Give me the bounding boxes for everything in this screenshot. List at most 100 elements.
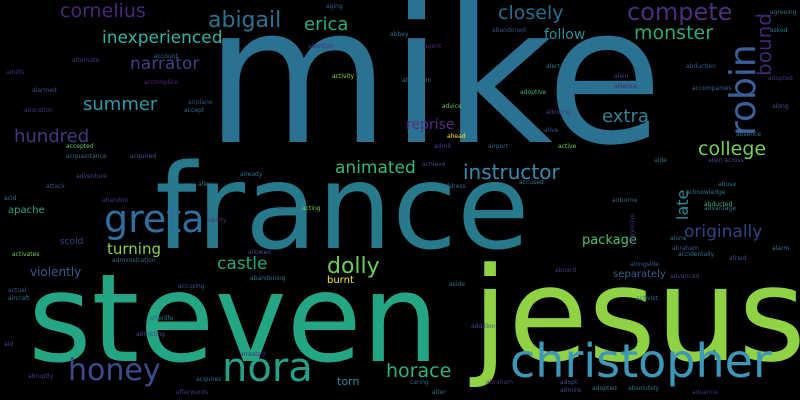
word-allowing: allowing — [546, 109, 571, 116]
word-alarmed: alarmed — [32, 87, 57, 94]
word-acknowledge: acknowledge — [686, 189, 726, 196]
word-closely: closely — [498, 2, 564, 24]
word-abraham-ll: abraham — [486, 379, 513, 386]
word-instructor: instructor — [463, 160, 560, 184]
word-abandon: abandon — [102, 197, 129, 204]
word-scold: scold — [60, 237, 84, 247]
word-abortion: abortion — [308, 43, 334, 50]
word-adopted-2: adopted — [592, 385, 617, 392]
word-alive: alive — [544, 127, 559, 134]
word-already: already — [240, 171, 263, 178]
word-abandoning: abandoning — [250, 275, 286, 282]
word-mike: mike — [205, 0, 664, 187]
word-adoration: adoration — [24, 107, 53, 114]
word-monster: monster — [634, 22, 714, 44]
word-advance: advance — [692, 389, 718, 396]
word-afterwards: afterwards — [176, 389, 209, 396]
word-jesus: jesus — [472, 239, 800, 391]
word-absence: absence — [736, 131, 762, 138]
word-account: account — [154, 53, 178, 60]
word-abbey: abbey — [390, 31, 409, 38]
word-narrator: narrator — [130, 54, 200, 74]
word-adopted: adopted — [768, 75, 793, 82]
word-accidentally: accidentally — [678, 251, 715, 258]
word-achieve: achieve — [422, 161, 446, 168]
word-aggressive: aggressive — [629, 213, 636, 246]
word-inexperienced: inexperienced — [102, 28, 223, 48]
word-attraction: attraction — [402, 77, 432, 84]
word-alley: alley — [198, 181, 213, 188]
word-adoptive: adoptive — [520, 89, 547, 96]
word-adventure: adventure — [76, 173, 107, 180]
word-accomplice: accomplice — [144, 79, 178, 86]
word-package: package — [582, 233, 637, 248]
word-afterlife: afterlife — [150, 315, 174, 322]
word-abruptly: abruptly — [28, 373, 54, 380]
word-acquires: acquires — [196, 376, 222, 383]
word-castle: castle — [217, 254, 268, 274]
word-accusing: accusing — [178, 283, 205, 290]
word-college: college — [698, 138, 767, 160]
word-alien: alien — [614, 73, 629, 80]
word-separately: separately — [613, 269, 666, 280]
word-accept: accept — [184, 107, 205, 114]
word-abandoned: abandoned — [492, 27, 526, 34]
word-activist: activist — [636, 295, 658, 302]
word-aging: aging — [326, 3, 343, 10]
word-aid: aid — [4, 341, 14, 348]
word-follow: follow — [544, 27, 586, 43]
word-along: along — [772, 103, 789, 110]
word-airborne: airborne — [612, 197, 638, 204]
word-accompanies: accompanies — [692, 85, 732, 92]
word-activates: activates — [12, 251, 40, 258]
word-admitting: admitting — [136, 331, 165, 338]
word-extra: extra — [602, 106, 649, 127]
word-cornelius: cornelius — [60, 0, 146, 22]
word-summer: summer — [83, 94, 158, 115]
word-airport: airport — [488, 143, 509, 150]
word-abducted: abducted — [704, 201, 733, 208]
word-torn: torn — [337, 375, 360, 388]
word-aboard: aboard — [555, 267, 577, 274]
word-addition: addition — [471, 323, 496, 330]
word-agreeing: agreeing — [770, 9, 797, 16]
word-ai: ai — [278, 205, 284, 212]
word-airplane: airplane — [188, 99, 213, 106]
word-erica: erica — [304, 14, 349, 35]
word-accused: accused — [519, 179, 544, 186]
word-dolly: dolly — [327, 254, 380, 279]
word-alongside: alongside — [630, 261, 659, 268]
word-compete: compete — [627, 0, 733, 26]
word-aside: aside — [449, 281, 465, 288]
word-bound: bound — [752, 13, 776, 76]
word-advice: advice — [442, 103, 462, 110]
word-aircraft: aircraft — [8, 295, 30, 302]
word-violently: violently — [30, 265, 82, 279]
word-caring: caring — [410, 379, 429, 386]
word-abigail: abigail — [208, 8, 282, 33]
word-acquired: acquired — [130, 153, 157, 160]
word-allowed: allowed — [248, 249, 272, 256]
word-ability: ability — [208, 217, 227, 224]
word-asked: asked — [770, 27, 788, 34]
word-activity: activity — [332, 73, 355, 80]
word-turning: turning — [107, 240, 161, 258]
word-advantage: advantage — [704, 205, 737, 212]
word-honey: honey — [68, 353, 161, 388]
word-admit: admit — [434, 143, 452, 150]
word-acting: acting — [302, 205, 321, 212]
word-christopher: christopher — [510, 334, 772, 388]
word-admire: admire — [560, 387, 582, 394]
word-afraid: afraid — [729, 255, 747, 262]
word-alert: alert — [546, 63, 560, 70]
word-greta: greta — [104, 197, 205, 241]
word-alternate: alternate — [72, 57, 100, 64]
word-alarm: alarm — [772, 245, 790, 252]
word-nora: nora — [222, 345, 313, 391]
word-alliance: alliance — [614, 83, 638, 90]
word-burnt: burnt — [327, 275, 354, 286]
word-adopt: adopt — [560, 379, 578, 386]
word-originally: originally — [684, 222, 763, 242]
word-abduction: abduction — [686, 63, 716, 70]
word-address: address — [442, 183, 466, 190]
